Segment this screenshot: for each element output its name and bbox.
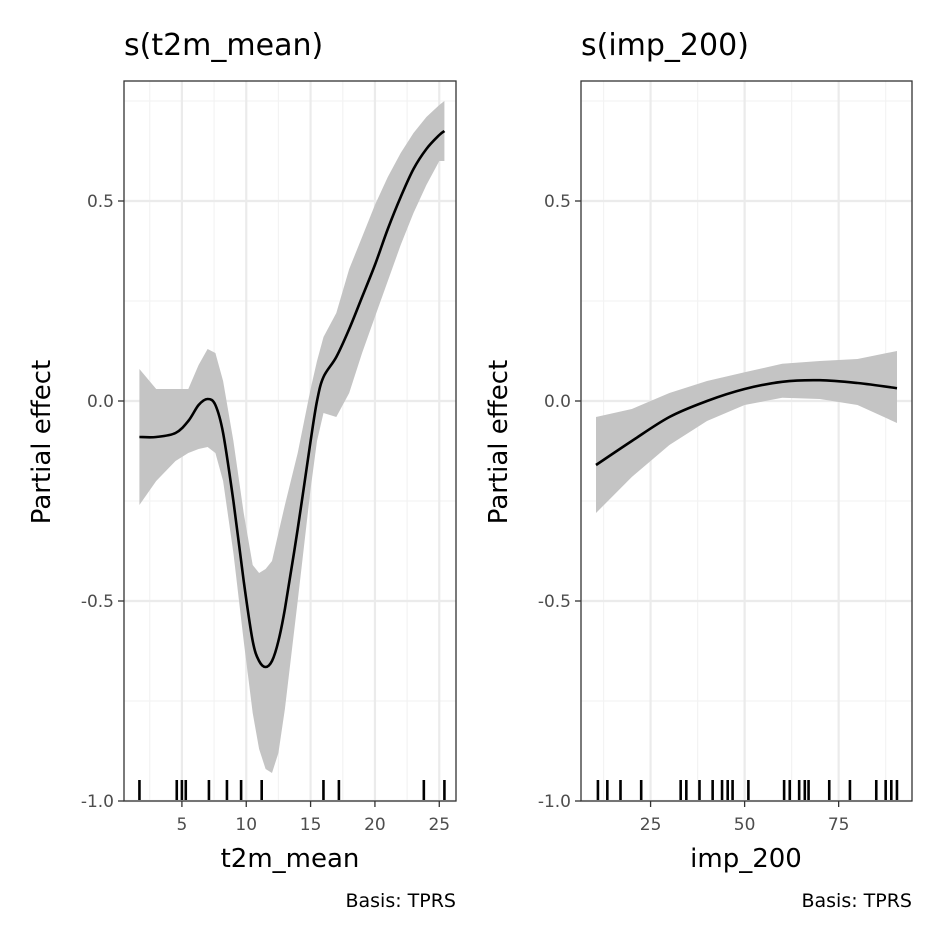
y-tick-label: -1.0 [81,792,114,812]
y-tick-label: 0.5 [544,192,571,212]
panel-title-t2m-mean: s(t2m_mean) [124,28,323,63]
panel-imp-200: -1.0 -0.5 0.0 0.5 25 50 75 [538,80,913,835]
y-tick-label: 0.5 [87,192,114,212]
x-tick-label: 75 [828,815,850,835]
smooth-line [595,378,898,467]
y-tick-label: 0.0 [87,392,114,412]
caption-imp-200: Basis: TPRS [801,890,912,912]
y-tick-label: -1.0 [538,792,571,812]
confidence-ribbon [596,351,897,513]
panel-t2m-mean: -1.0 -0.5 0.0 0.5 5 10 15 20 25 [81,80,457,835]
y-tick-label: -0.5 [81,592,114,612]
y-axis-title-t2m-mean: Partial effect [27,360,57,524]
x-tick-label: 10 [235,815,257,835]
smooth-line [139,129,446,669]
panel-border [580,80,913,802]
x-tick-label: 50 [734,815,756,835]
panel-border [123,80,457,802]
panel-title-imp-200: s(imp_200) [581,28,749,63]
confidence-ribbon [139,101,445,773]
caption-t2m-mean: Basis: TPRS [345,890,456,912]
x-axis-title-imp-200: imp_200 [690,844,802,874]
x-axis-title-t2m-mean: t2m_mean [221,844,360,874]
x-tick-label: 15 [300,815,322,835]
y-tick-label: 0.0 [544,392,571,412]
x-tick-label: 5 [176,815,187,835]
x-tick-label: 20 [364,815,386,835]
x-tick-label: 25 [640,815,662,835]
y-axis-title-imp-200: Partial effect [484,360,514,524]
x-tick-label: 25 [428,815,450,835]
y-tick-label: -0.5 [538,592,571,612]
